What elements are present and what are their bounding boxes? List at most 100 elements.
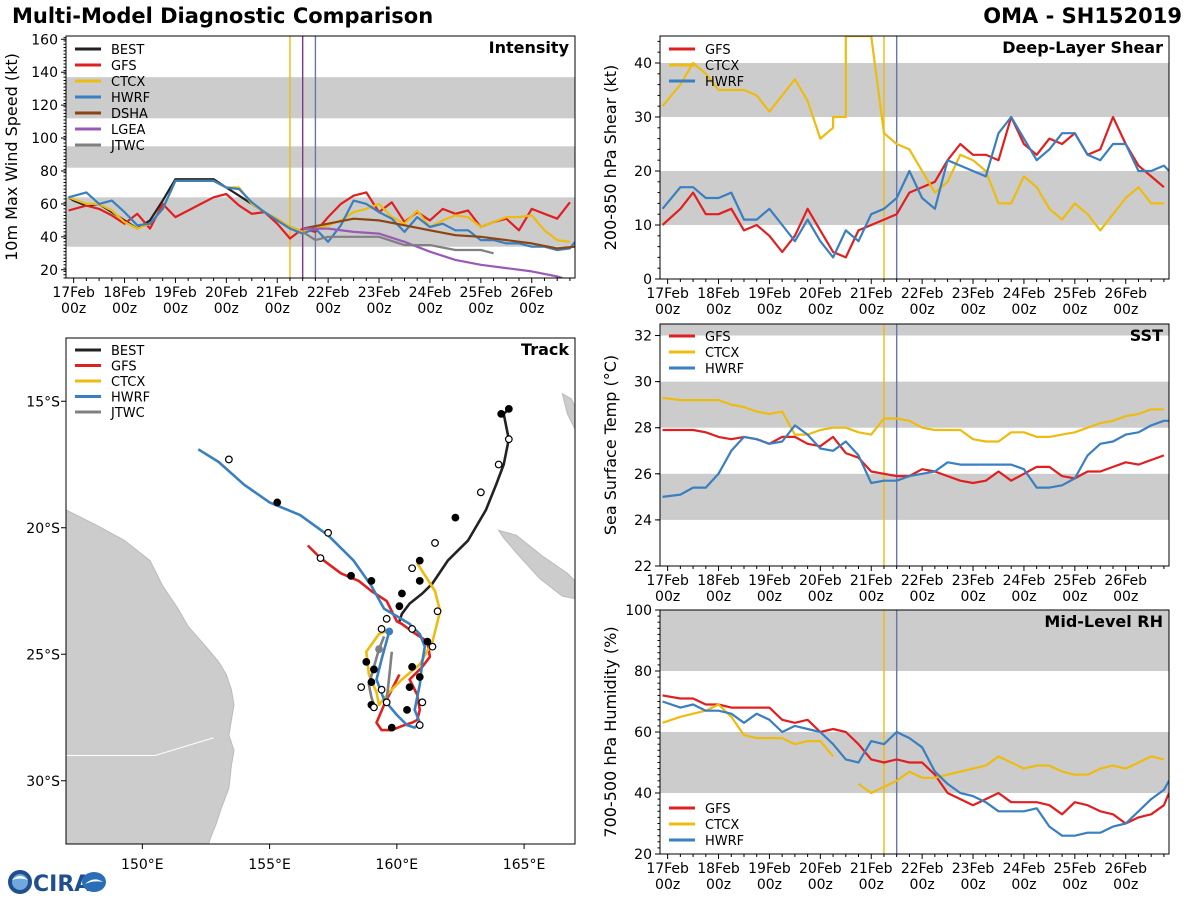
x-tick-label: 26Feb [510, 285, 553, 301]
x-tick-label: 00z [1113, 302, 1138, 318]
x-tick-label: 25Feb [460, 285, 503, 301]
legend-label-hwrf: HWRF [705, 834, 744, 849]
track-marker [316, 554, 325, 563]
y-axis-label: 10m Max Wind Speed (kt) [2, 53, 21, 261]
y-tick-label: 28 [634, 421, 652, 437]
plot-frame [65, 337, 576, 845]
x-tick-label: 00z [960, 877, 985, 893]
track-marker [423, 637, 432, 646]
x-tick-label: 00z [757, 877, 782, 893]
track-panel: 150°E 155°E 160°E 165°E 15°S 20°S 25°S 30°S Trac… [26, 337, 576, 873]
x-tick-label: 26Feb [1104, 286, 1147, 302]
y-tick-label: 32 [634, 329, 652, 345]
x-tick-label: 00z [655, 302, 680, 318]
y-tick-label: 60 [634, 725, 652, 741]
track-marker [357, 683, 366, 692]
track-marker [375, 645, 383, 654]
gray-band [660, 610, 1169, 671]
x-tick-label: 00z [112, 301, 137, 317]
x-tick-label: 19Feb [154, 285, 197, 301]
storm-id: OMA - SH152019 [983, 4, 1182, 28]
track-marker [377, 685, 386, 694]
track-marker [408, 564, 417, 573]
track-marker [408, 663, 417, 671]
track-marker [273, 498, 282, 507]
x-tick-label: 00z [316, 301, 341, 317]
y-tick-label: 80 [40, 164, 58, 180]
y-tick-label: 0 [643, 272, 652, 288]
x-tick-label: 00z [519, 301, 544, 317]
legend-label-hwrf: HWRF [111, 391, 150, 406]
y-tick-label: 40 [40, 230, 58, 246]
x-tick-label: 00z [655, 589, 680, 605]
intensity-panel: 2040608010012014016017Feb00z18Feb00z19Fe… [2, 32, 576, 317]
x-tick-label: 165°E [503, 857, 546, 873]
y-axis-label: 700-500 hPa Humidity (%) [601, 626, 620, 837]
y-tick-label: 30 [634, 375, 652, 391]
legend-label-gfs: GFS [705, 802, 731, 817]
y-axis-label: Sea Surface Temp (°C) [601, 355, 620, 535]
x-tick-label: 26Feb [1104, 573, 1147, 589]
track-marker [403, 706, 411, 714]
track-marker [370, 703, 378, 712]
y-tick-label: 100 [625, 603, 652, 619]
y-tick-label: 30°S [26, 774, 60, 790]
x-tick-label: 00z [163, 301, 188, 317]
state-border [66, 737, 214, 756]
x-tick-label: 18Feb [103, 285, 146, 301]
x-tick-label: 25Feb [1054, 573, 1097, 589]
y-tick-label: 60 [40, 197, 58, 213]
gray-band [660, 473, 1169, 520]
plot-frame [659, 323, 1170, 567]
x-tick-label: 00z [1113, 877, 1138, 893]
land-mass [66, 509, 235, 844]
series-line-gfs [662, 694, 1169, 825]
track-marker [504, 435, 513, 444]
series-group [662, 396, 1169, 498]
legend-label-gfs: GFS [111, 360, 137, 375]
x-tick-label: 20Feb [799, 861, 842, 877]
track-line-jtwc [385, 651, 394, 700]
x-tick-label: 23Feb [952, 286, 995, 302]
legend-label-ctcx: CTCX [705, 818, 739, 833]
x-tick-label: 23Feb [952, 861, 995, 877]
x-tick-label: 00z [757, 589, 782, 605]
track-marker [398, 589, 406, 598]
track-marker [476, 488, 485, 497]
legend-label-ctcx: CTCX [111, 375, 145, 390]
x-tick-label: 21Feb [850, 861, 893, 877]
x-tick-label: 00z [61, 301, 86, 317]
track-marker [382, 614, 391, 623]
x-tick-label: 150°E [121, 857, 164, 873]
track-marker [224, 455, 233, 464]
x-tick-label: 22Feb [901, 861, 944, 877]
series-group [661, 36, 1169, 259]
track-marker [451, 513, 460, 522]
x-tick-label: 18Feb [697, 286, 740, 302]
x-tick-label: 19Feb [748, 573, 791, 589]
gray-band [660, 324, 1169, 336]
track-marker [415, 721, 424, 729]
x-tick-label: 00z [808, 877, 833, 893]
x-tick-label: 160°E [376, 857, 419, 873]
y-tick-label: 20 [634, 164, 652, 180]
x-tick-label: 24Feb [1003, 573, 1046, 589]
series-line-hwrf [661, 115, 1169, 259]
x-tick-label: 18Feb [697, 573, 740, 589]
legend-label-ctcx: CTCX [111, 75, 145, 90]
series-line-lgea [302, 227, 563, 278]
x-tick-label: 00z [468, 301, 493, 317]
x-tick-label: 00z [960, 302, 985, 318]
track-marker [504, 404, 513, 413]
y-tick-label: 40 [634, 786, 652, 802]
x-tick-label: 00z [655, 877, 680, 893]
x-tick-label: 22Feb [307, 285, 350, 301]
x-tick-label: 00z [757, 302, 782, 318]
track-marker [382, 698, 391, 707]
track-marker [408, 625, 417, 633]
track-marker [387, 723, 396, 732]
x-tick-label: 00z [910, 877, 935, 893]
series-line-hwrf [662, 700, 1169, 837]
x-tick-label: 00z [706, 589, 731, 605]
series-line-ctcx [857, 755, 1165, 795]
